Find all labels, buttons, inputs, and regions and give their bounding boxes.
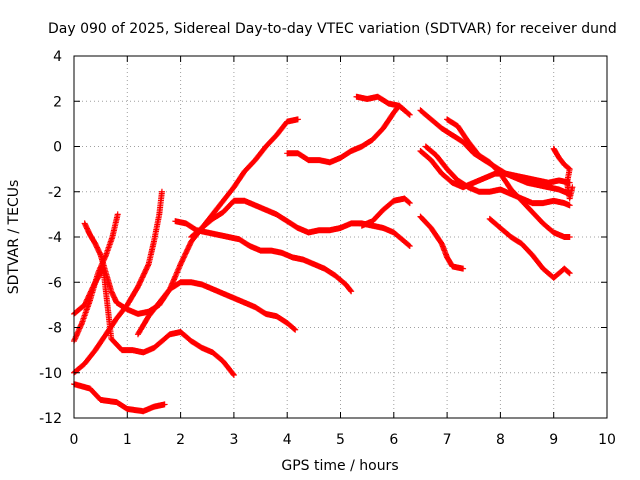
- series-track-15: [444, 116, 573, 240]
- x-tick-label: 0: [70, 432, 79, 448]
- y-tick-label: -12: [39, 411, 62, 427]
- series-track-17: [486, 215, 573, 281]
- axis-ticks: 0 1 2 3 4 5 6 7 8 9 10 -12 -10 -8 -6 -4 -2 0 2 4: [39, 49, 616, 448]
- series-markers: [71, 265, 237, 379]
- y-tick-label: 0: [53, 140, 62, 156]
- chart-title: Day 090 of 2025, Sidereal Day-to-day VTE…: [48, 21, 617, 37]
- series-track-11: [353, 93, 413, 118]
- series-markers: [81, 116, 301, 317]
- series-track-09: [284, 102, 408, 166]
- y-tick-label: 4: [53, 49, 62, 65]
- x-tick-label: 9: [549, 432, 558, 448]
- series-track-06: [134, 279, 299, 338]
- y-tick-label: 2: [53, 94, 62, 110]
- series-markers: [284, 102, 408, 166]
- x-tick-label: 8: [496, 432, 505, 448]
- x-tick-label: 3: [229, 432, 238, 448]
- data-series: [71, 93, 576, 415]
- series-markers: [486, 215, 573, 281]
- x-tick-label: 2: [176, 432, 185, 448]
- series-track-01: [71, 381, 168, 415]
- y-tick-label: -2: [48, 185, 62, 201]
- y-tick-label: -10: [39, 366, 62, 382]
- x-tick-label: 5: [336, 432, 345, 448]
- x-axis-title: GPS time / hours: [281, 458, 398, 474]
- y-tick-label: -8: [48, 321, 62, 337]
- series-markers: [134, 279, 299, 338]
- series-track-10: [358, 195, 413, 229]
- grid-lines: [74, 56, 607, 418]
- y-tick-label: -6: [48, 275, 62, 291]
- y-axis-title: SDTVAR / TECUs: [6, 180, 22, 295]
- series-track-16: [417, 213, 467, 272]
- x-tick-label: 4: [283, 432, 292, 448]
- series-markers: [172, 218, 355, 295]
- series-markers: [417, 213, 467, 272]
- series-track-07: [172, 218, 355, 295]
- x-tick-label: 6: [389, 432, 398, 448]
- series-markers: [550, 145, 576, 202]
- y-tick-label: -4: [48, 230, 62, 246]
- series-markers: [444, 116, 573, 240]
- series-track-05: [71, 265, 237, 379]
- x-tick-label: 7: [443, 432, 452, 448]
- series-track-18: [550, 145, 576, 202]
- series-track-04: [81, 116, 301, 317]
- series-markers: [353, 93, 413, 118]
- x-tick-label: 10: [598, 432, 616, 448]
- series-markers: [358, 195, 413, 229]
- x-tick-label: 1: [123, 432, 132, 448]
- series-markers: [71, 381, 168, 415]
